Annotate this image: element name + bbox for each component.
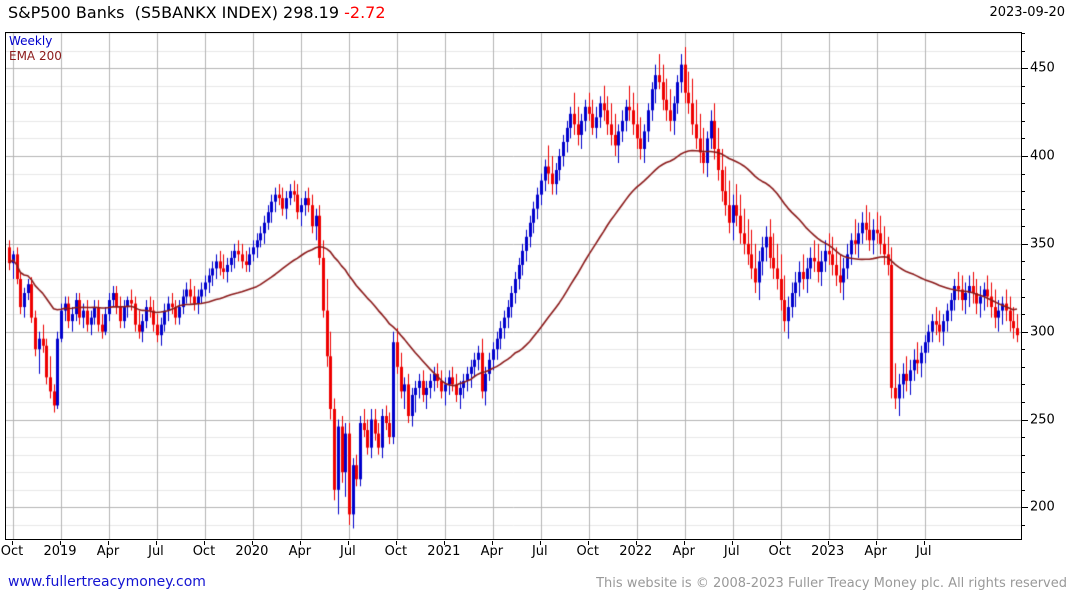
page-title: S&P500 Banks (S5BANKX INDEX) 298.19 -2.7… [8, 3, 386, 22]
y-axis-minor-tick-mark [1022, 367, 1025, 368]
x-axis-tick-label: Jul [340, 544, 356, 559]
y-axis-tick-mark [1022, 332, 1028, 333]
y-axis-minor-tick-mark [1022, 297, 1025, 298]
x-axis-tick-mark [924, 541, 925, 545]
chart-plot-area[interactable] [5, 32, 1022, 540]
x-axis-tick-label: Jul [915, 544, 932, 559]
copyright-notice: This website is © 2008-2023 Fuller Treac… [596, 576, 1067, 591]
x-axis: Oct 2019 Apr Jul Oct 2020 Apr Jul Oct 2021 Apr Jul O… [0, 541, 1075, 571]
x-axis-tick-mark [108, 541, 109, 545]
y-axis-tick-mark [1022, 244, 1028, 245]
y-axis-minor-tick-mark [1022, 51, 1025, 52]
x-axis-tick-mark [636, 541, 637, 545]
y-axis-tick-label: 400 [1030, 148, 1055, 164]
y-axis-tick-label: 200 [1030, 499, 1055, 515]
x-axis-tick-label: Apr [480, 544, 504, 559]
y-axis-tick-mark [1022, 156, 1028, 157]
x-axis-tick-label: 2023 [811, 544, 845, 559]
y-axis-minor-tick-mark [1022, 209, 1025, 210]
y-axis-minor-tick-mark [1022, 349, 1025, 350]
y-axis-tick-label: 250 [1030, 412, 1055, 428]
y-axis-minor-tick-mark [1022, 191, 1025, 192]
x-axis-tick-mark [732, 541, 733, 545]
candlestick-canvas[interactable] [6, 33, 1021, 539]
y-axis-minor-tick-mark [1022, 86, 1025, 87]
x-axis-tick-mark [252, 541, 253, 545]
x-axis-tick-label: Oct [768, 544, 791, 559]
x-axis-tick-label: 2022 [619, 544, 653, 559]
y-axis-tick-label: 450 [1030, 60, 1055, 76]
x-axis-tick-label: 2019 [43, 544, 77, 559]
x-axis-tick-label: Apr [288, 544, 312, 559]
x-axis-tick-mark [348, 541, 349, 545]
x-axis-tick-label: Oct [192, 544, 216, 559]
x-axis-tick-mark [444, 541, 445, 545]
y-axis-minor-tick-mark [1022, 33, 1025, 34]
x-axis-tick-mark [876, 541, 877, 545]
as-of-date: 2023-09-20 [989, 5, 1065, 20]
y-axis-tick-label: 300 [1030, 324, 1055, 340]
x-axis-tick-mark [492, 541, 493, 545]
x-axis-tick-mark [60, 541, 61, 545]
y-axis-minor-tick-mark [1022, 121, 1025, 122]
y-axis-tick-label: 350 [1030, 236, 1055, 252]
x-axis-tick-mark [684, 541, 685, 545]
x-axis-tick-mark [396, 541, 397, 545]
chart-footer: www.fullertreacymoney.com This website i… [0, 574, 1075, 600]
y-axis-minor-tick-mark [1022, 138, 1025, 139]
y-axis-minor-tick-mark [1022, 490, 1025, 491]
x-axis-tick-mark [828, 541, 829, 545]
x-axis-tick-label: Jul [148, 544, 164, 559]
y-axis-tick-mark [1022, 507, 1028, 508]
x-axis-tick-mark [300, 541, 301, 545]
y-axis-minor-tick-mark [1022, 226, 1025, 227]
x-axis-tick-label: Oct [384, 544, 408, 559]
legend-timeframe: Weekly [9, 34, 53, 48]
x-axis-tick-mark [780, 541, 781, 545]
x-axis-tick-label: Jul [531, 544, 548, 559]
y-axis-minor-tick-mark [1022, 384, 1025, 385]
y-axis-minor-tick-mark [1022, 261, 1025, 262]
chart-legend: Weekly EMA 200 [9, 34, 62, 64]
y-axis-minor-tick-mark [1022, 279, 1025, 280]
y-axis-tick-mark [1022, 68, 1028, 69]
legend-overlay-ema200: EMA 200 [9, 49, 62, 63]
x-axis-tick-label: Apr [864, 544, 887, 559]
y-axis-minor-tick-mark [1022, 174, 1025, 175]
x-axis-tick-label: Jul [723, 544, 740, 559]
x-axis-tick-mark [540, 541, 541, 545]
x-axis-tick-label: Oct [576, 544, 600, 559]
x-axis-tick-label: 2020 [235, 544, 269, 559]
x-axis-tick-label: Apr [672, 544, 696, 559]
chart-header: S&P500 Banks (S5BANKX INDEX) 298.19 -2.7… [0, 0, 1075, 28]
y-axis: 200 250 300 350 400 450 [1022, 32, 1075, 541]
x-axis-tick-mark [588, 541, 589, 545]
y-axis-minor-tick-mark [1022, 525, 1025, 526]
price-change: -2.72 [344, 3, 386, 22]
y-axis-tick-mark [1022, 420, 1028, 421]
site-url[interactable]: www.fullertreacymoney.com [8, 574, 206, 590]
instrument-name: S&P500 Banks (S5BANKX INDEX) [8, 3, 278, 22]
x-axis-tick-mark [204, 541, 205, 545]
y-axis-minor-tick-mark [1022, 455, 1025, 456]
x-axis-tick-mark [156, 541, 157, 545]
y-axis-minor-tick-mark [1022, 402, 1025, 403]
y-axis-minor-tick-mark [1022, 314, 1025, 315]
x-axis-tick-label: Oct [0, 544, 24, 559]
last-price: 298.19 [283, 3, 340, 22]
x-axis-tick-label: Apr [96, 544, 120, 559]
y-axis-minor-tick-mark [1022, 103, 1025, 104]
y-axis-minor-tick-mark [1022, 472, 1025, 473]
x-axis-tick-label: 2021 [427, 544, 461, 559]
y-axis-minor-tick-mark [1022, 437, 1025, 438]
x-axis-tick-mark [12, 541, 13, 545]
